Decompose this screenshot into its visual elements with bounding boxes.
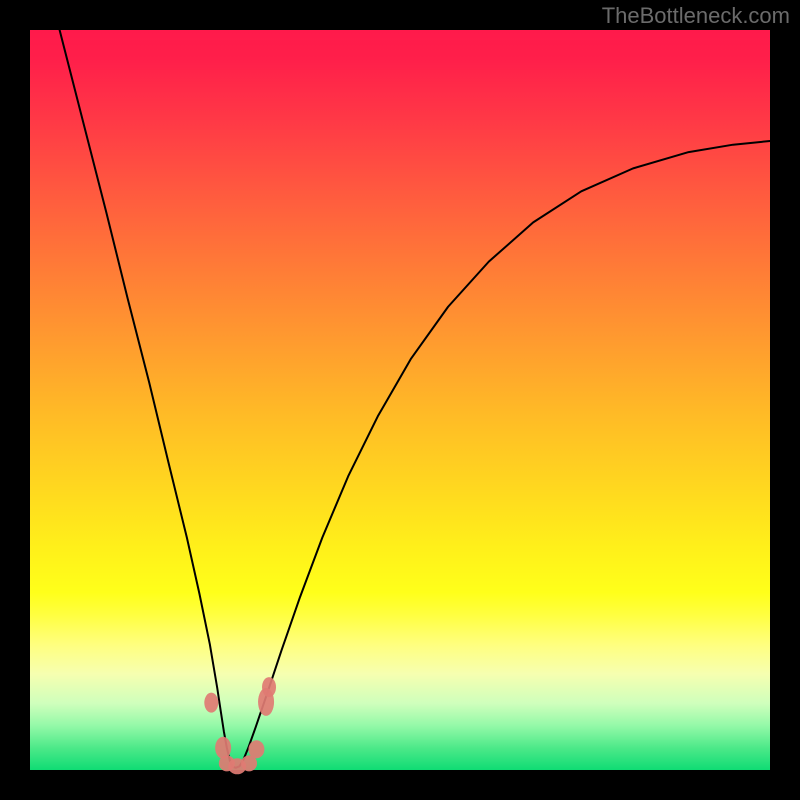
- plot-background: [30, 30, 770, 770]
- data-marker: [248, 740, 264, 758]
- data-marker: [204, 693, 218, 713]
- chart-frame: TheBottleneck.com: [0, 0, 800, 800]
- data-marker: [262, 677, 276, 697]
- data-marker: [215, 737, 231, 759]
- bottleneck-curve-chart: [0, 0, 800, 800]
